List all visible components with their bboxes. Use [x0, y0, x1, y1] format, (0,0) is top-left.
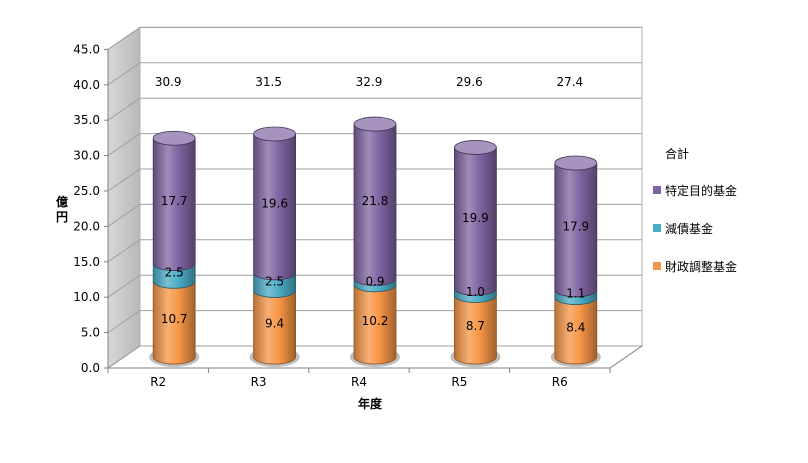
data-label: 10.7 — [161, 312, 188, 326]
y-tick-label: 0.0 — [81, 361, 100, 375]
y-axis-ticks: 0.0 5.0 10.0 15.0 20.0 25.0 30.0 35.0 40.0 45.0 — [73, 42, 109, 375]
legend-item: 減債基金 — [653, 221, 713, 236]
data-labels: 10.7 2.5 17.7 30.9 9.4 2.5 19.6 31.5 10.2 0.9 21.8… — [155, 75, 589, 334]
x-tick-label: R6 — [552, 375, 568, 389]
y-tick-label: 40.0 — [73, 78, 100, 92]
y-tick-label: 30.0 — [73, 149, 100, 163]
legend-item: 財政調整基金 — [653, 259, 737, 274]
bar-top-cap — [152, 130, 196, 146]
gridline — [107, 62, 642, 86]
gridline — [107, 26, 642, 50]
legend-title: 合計 — [665, 146, 689, 161]
data-label: 17.9 — [562, 219, 589, 233]
data-label: 19.6 — [261, 196, 288, 210]
x-tick-label: R2 — [150, 375, 166, 389]
bar-top-cap — [353, 116, 397, 132]
bar-segment — [253, 126, 297, 281]
total-label: 30.9 — [155, 75, 182, 89]
legend-label: 減債基金 — [665, 221, 713, 236]
bar-top-cap — [453, 140, 497, 155]
y-tick-label: 10.0 — [73, 290, 100, 304]
legend-swatch — [653, 186, 661, 194]
x-axis-title: 年度 — [358, 396, 383, 411]
data-label: 19.9 — [462, 211, 489, 225]
bar-segment — [353, 116, 397, 286]
total-label: 31.5 — [255, 75, 282, 89]
bar-top-cap — [554, 155, 598, 171]
data-label: 17.7 — [161, 194, 188, 208]
gridline — [107, 133, 642, 157]
data-label: 1.0 — [466, 285, 485, 299]
data-label: 8.7 — [466, 319, 485, 333]
legend-label: 財政調整基金 — [665, 259, 737, 274]
total-label: 29.6 — [456, 75, 483, 89]
legend-swatch — [653, 262, 661, 270]
side-wall — [107, 26, 141, 369]
x-tick-label: R4 — [351, 375, 367, 389]
x-axis-ticks: R2 R3 R4 R5 R6 — [107, 368, 611, 389]
y-tick-label: 45.0 — [73, 42, 100, 56]
y-tick-label: 20.0 — [73, 219, 100, 233]
bar-segment — [453, 140, 497, 296]
bar-segment — [554, 155, 598, 298]
legend-swatch — [653, 224, 661, 232]
data-label: 10.2 — [362, 314, 389, 328]
data-label: 8.4 — [566, 320, 585, 334]
data-label: 9.4 — [265, 317, 284, 331]
legend-label: 特定目的基金 — [665, 183, 737, 198]
data-label: 1.1 — [566, 287, 585, 301]
axis-titles: 年度 億円 — [56, 194, 383, 411]
legend-item: 特定目的基金 — [653, 183, 737, 198]
data-label: 21.8 — [362, 194, 389, 208]
y-axis-title: 億円 — [56, 194, 68, 224]
total-label: 27.4 — [556, 75, 583, 89]
x-tick-label: R3 — [251, 375, 267, 389]
data-label: 0.9 — [365, 275, 384, 289]
y-tick-label: 35.0 — [73, 113, 100, 127]
x-tick-label: R5 — [451, 375, 467, 389]
bars — [149, 116, 601, 367]
data-label: 2.5 — [165, 265, 184, 279]
total-label: 32.9 — [356, 75, 383, 89]
bar-top-cap — [253, 126, 297, 142]
gridline — [107, 97, 642, 121]
data-label: 2.5 — [265, 275, 284, 289]
y-tick-label: 5.0 — [81, 326, 100, 340]
bar-segment — [152, 130, 196, 271]
y-tick-label: 15.0 — [73, 255, 100, 269]
y-tick-label: 25.0 — [73, 184, 100, 198]
